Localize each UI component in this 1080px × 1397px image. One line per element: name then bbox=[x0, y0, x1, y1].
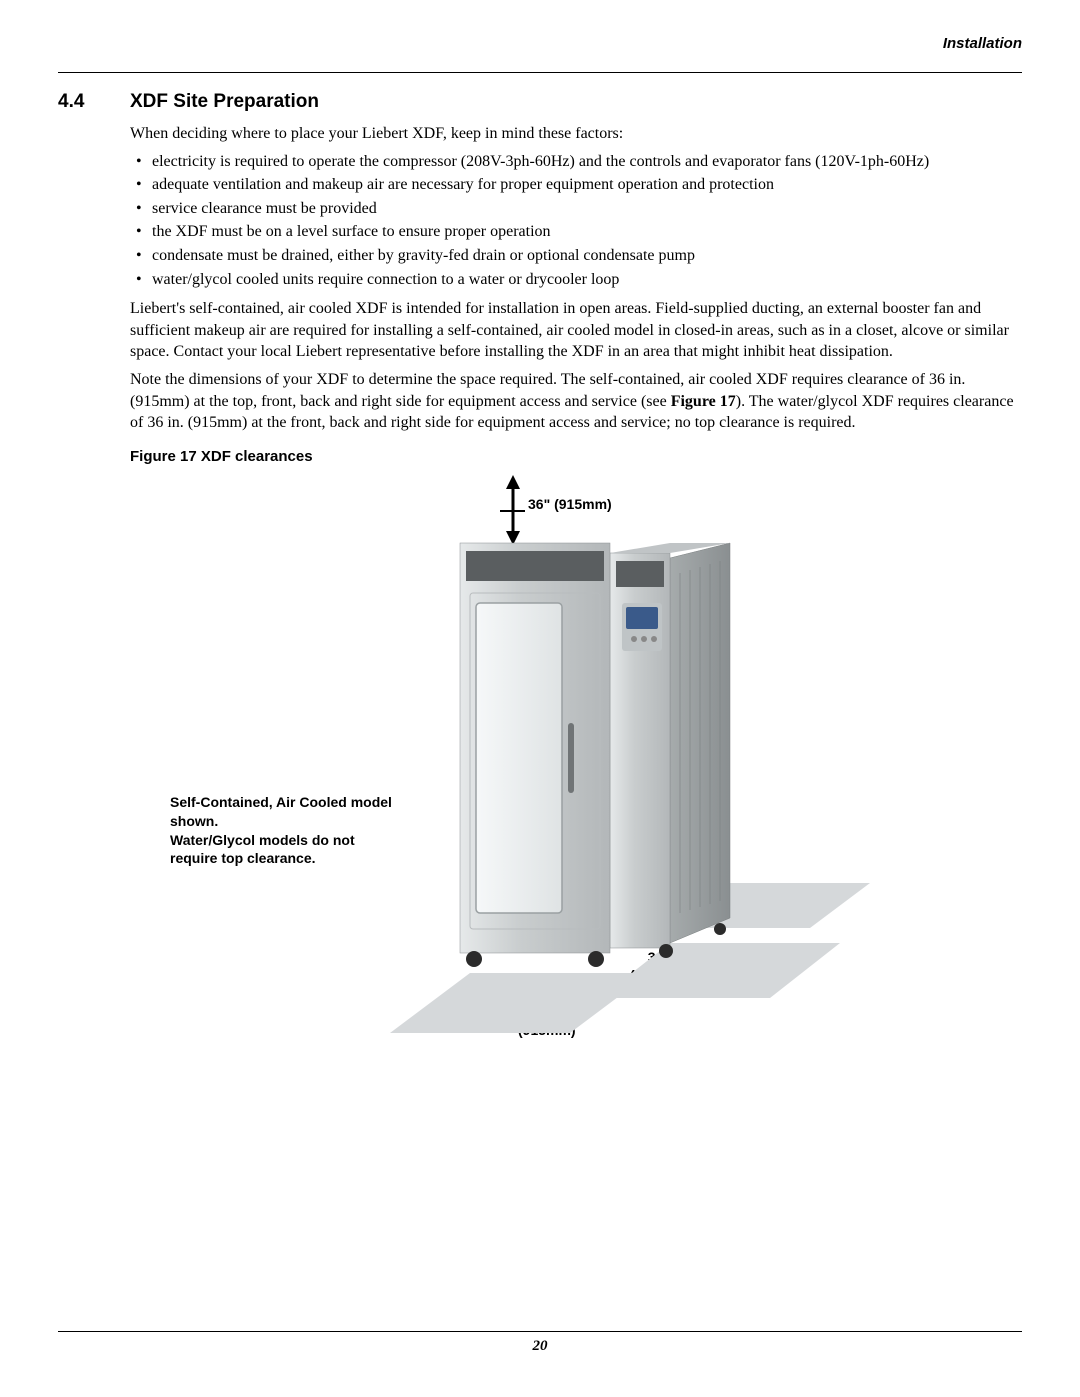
figure-17: 36" (915mm) Self-Contained, Air Cooled m… bbox=[130, 473, 1022, 1093]
paragraph-3: Note the dimensions of your XDF to deter… bbox=[130, 369, 1022, 434]
display-button-icon bbox=[631, 636, 637, 642]
page-number: 20 bbox=[58, 1338, 1022, 1355]
page-footer: 20 bbox=[58, 1331, 1022, 1355]
xdf-cabinet-diagram bbox=[370, 473, 930, 1093]
section-number: 4.4 bbox=[58, 91, 130, 113]
rule-top bbox=[58, 72, 1022, 73]
caster-icon bbox=[588, 951, 604, 967]
cabinet-door-glass bbox=[476, 603, 562, 913]
section-body: When deciding where to place your Lieber… bbox=[130, 123, 1022, 1093]
figure-caption: Figure 17 XDF clearances bbox=[130, 448, 1022, 465]
list-item: the XDF must be on a level surface to en… bbox=[130, 221, 1022, 243]
caster-icon bbox=[659, 944, 673, 958]
display-button-icon bbox=[651, 636, 657, 642]
rule-bottom bbox=[58, 1331, 1022, 1332]
caster-icon bbox=[466, 951, 482, 967]
door-handle bbox=[568, 723, 574, 793]
figure-note: Self-Contained, Air Cooled model shown. … bbox=[170, 793, 400, 869]
list-item: water/glycol cooled units require connec… bbox=[130, 269, 1022, 291]
list-item: service clearance must be provided bbox=[130, 198, 1022, 220]
vent-main bbox=[466, 551, 604, 581]
vent-right bbox=[616, 561, 664, 587]
display-button-icon bbox=[641, 636, 647, 642]
floor-plane-right bbox=[600, 943, 840, 998]
display-screen bbox=[626, 607, 658, 629]
section-title: XDF Site Preparation bbox=[130, 91, 319, 113]
intro-paragraph: When deciding where to place your Lieber… bbox=[130, 123, 1022, 145]
factor-list: electricity is required to operate the c… bbox=[130, 151, 1022, 291]
figure-ref: Figure 17 bbox=[671, 393, 736, 410]
paragraph-2: Liebert's self-contained, air cooled XDF… bbox=[130, 298, 1022, 363]
caster-icon bbox=[714, 923, 726, 935]
header-section-label: Installation bbox=[943, 35, 1022, 52]
floor-plane-front bbox=[390, 973, 650, 1033]
list-item: condensate must be drained, either by gr… bbox=[130, 245, 1022, 267]
section-heading: 4.4 XDF Site Preparation bbox=[58, 91, 1022, 113]
list-item: electricity is required to operate the c… bbox=[130, 151, 1022, 173]
list-item: adequate ventilation and makeup air are … bbox=[130, 174, 1022, 196]
